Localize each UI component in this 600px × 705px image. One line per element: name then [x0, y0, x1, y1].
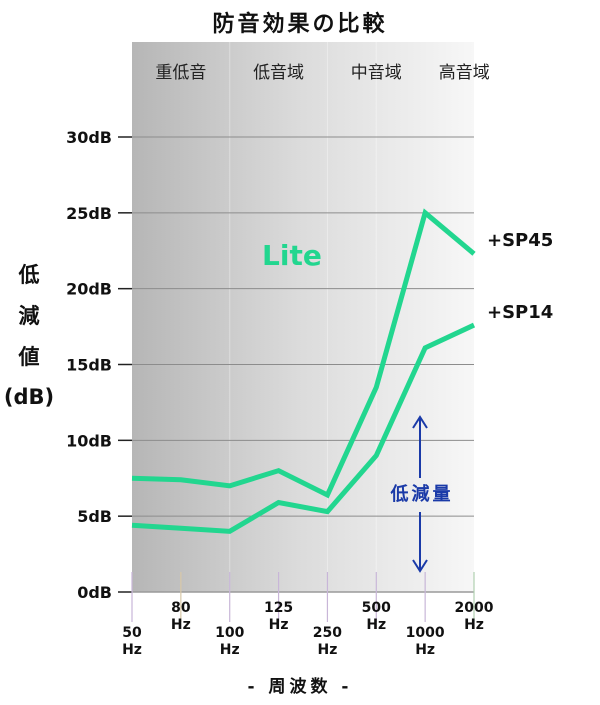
- series-line: [131, 208, 476, 499]
- x-tick-unit: Hz: [171, 617, 191, 633]
- chart-title: 防音効果の比較: [212, 11, 387, 37]
- y-axis-label: 低減値 (dB): [4, 263, 54, 409]
- x-tick-unit: Hz: [366, 617, 386, 633]
- x-tick-unit: Hz: [122, 642, 142, 658]
- reduction-arrow-down-head: [412, 559, 428, 573]
- x-tick-unit: Hz: [269, 617, 289, 633]
- band-label: 中音域: [351, 63, 402, 83]
- reduction-label: 低減量: [390, 483, 454, 505]
- x-tick-value: 2000: [455, 600, 494, 616]
- x-tick-value: 500: [362, 600, 391, 616]
- x-tick-value: 125: [264, 600, 293, 616]
- x-tick-unit: Hz: [464, 617, 484, 633]
- y-axis-label-text: 低減値: [18, 263, 40, 369]
- y-tick-label: 5dB: [77, 507, 112, 526]
- band-label: 低音域: [253, 63, 304, 83]
- x-axis-label: - 周波数 -: [248, 676, 353, 697]
- band-label: 重低音: [155, 63, 206, 83]
- y-tick-label: 30dB: [66, 128, 112, 147]
- x-tick-value: 100: [215, 625, 244, 641]
- product-label: Lite: [262, 239, 322, 272]
- series-label: +SP45: [487, 230, 553, 251]
- y-tick-label: 25dB: [66, 204, 112, 223]
- y-tick-label: 20dB: [66, 280, 112, 299]
- series-label: +SP14: [487, 302, 553, 323]
- frequency-bands: 重低音 低音域 中音域 高音域: [155, 42, 490, 592]
- x-tick-unit: Hz: [317, 642, 337, 658]
- reduction-arrow-up-head: [412, 415, 428, 429]
- series-lines: +SP45 +SP14: [131, 208, 553, 534]
- x-tick-value: 250: [313, 625, 342, 641]
- x-tick-unit: Hz: [220, 642, 240, 658]
- y-tick-label: 10dB: [66, 431, 112, 450]
- x-tick-value: 50: [122, 625, 142, 641]
- y-tick-label: 0dB: [77, 583, 112, 602]
- reduction-annotation: 低減量: [390, 415, 454, 573]
- series-line: [131, 322, 476, 534]
- x-tick-value: 80: [171, 600, 191, 616]
- plot-background: [132, 42, 474, 592]
- y-axis-unit: (dB): [4, 385, 54, 409]
- x-tick-value: 1000: [406, 625, 445, 641]
- y-tick-label: 15dB: [66, 356, 112, 375]
- band-label: 高音域: [439, 63, 490, 83]
- y-tick-labels: 0dB 5dB 10dB 15dB 20dB 25dB 30dB: [66, 128, 132, 602]
- x-tick-unit: Hz: [415, 642, 435, 658]
